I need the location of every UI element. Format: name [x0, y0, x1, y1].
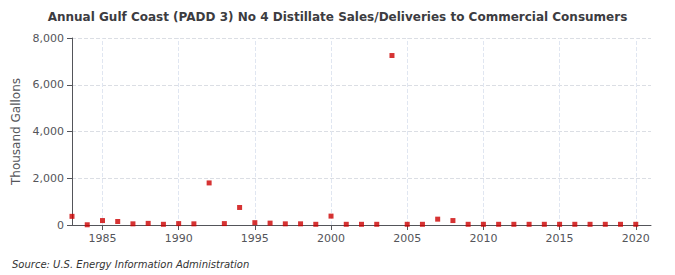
svg-text:1995: 1995 [241, 232, 269, 245]
svg-text:8,000: 8,000 [33, 32, 65, 45]
svg-text:0: 0 [57, 219, 64, 232]
svg-text:Thousand Gallons: Thousand Gallons [9, 78, 23, 186]
svg-text:2015: 2015 [546, 232, 574, 245]
svg-text:2,000: 2,000 [33, 172, 65, 185]
svg-text:6,000: 6,000 [33, 78, 65, 91]
svg-text:1990: 1990 [165, 232, 193, 245]
svg-text:Annual Gulf Coast (PADD 3) No: Annual Gulf Coast (PADD 3) No 4 Distilla… [48, 10, 628, 24]
svg-text:2000: 2000 [317, 232, 345, 245]
svg-text:2020: 2020 [622, 232, 650, 245]
svg-text:4,000: 4,000 [33, 125, 65, 138]
svg-text:1985: 1985 [88, 232, 116, 245]
svg-text:2005: 2005 [393, 232, 421, 245]
svg-text:2010: 2010 [469, 232, 497, 245]
svg-text:Source: U.S. Energy Informatio: Source: U.S. Energy Information Administ… [12, 259, 249, 270]
